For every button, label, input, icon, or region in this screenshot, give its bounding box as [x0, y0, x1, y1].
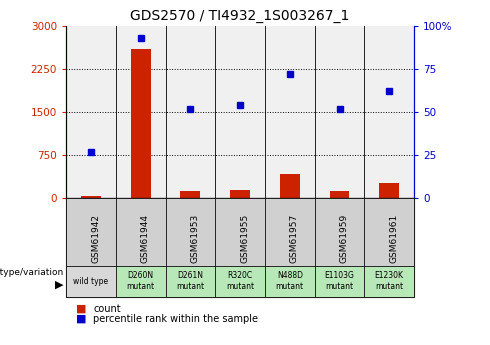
- Bar: [280, 174, 300, 198]
- Bar: [215, 26, 265, 198]
- Text: percentile rank within the sample: percentile rank within the sample: [93, 314, 258, 324]
- Text: E1230K
mutant: E1230K mutant: [375, 272, 404, 291]
- Text: ▶: ▶: [55, 280, 64, 289]
- Title: GDS2570 / TI4932_1S003267_1: GDS2570 / TI4932_1S003267_1: [130, 9, 350, 23]
- Bar: [379, 183, 399, 198]
- Text: GSM61942: GSM61942: [91, 214, 100, 263]
- Text: genotype/variation: genotype/variation: [0, 268, 64, 277]
- Text: GSM61961: GSM61961: [389, 214, 398, 263]
- Bar: [315, 26, 365, 198]
- Text: R320C
mutant: R320C mutant: [226, 272, 254, 291]
- Text: GSM61955: GSM61955: [240, 214, 249, 263]
- Text: wild type: wild type: [74, 277, 109, 286]
- Text: D260N
mutant: D260N mutant: [126, 272, 155, 291]
- Bar: [330, 191, 349, 198]
- Text: count: count: [93, 304, 121, 314]
- Text: ■: ■: [76, 314, 86, 324]
- Text: D261N
mutant: D261N mutant: [176, 272, 204, 291]
- Text: GSM61944: GSM61944: [141, 214, 150, 263]
- Bar: [116, 26, 166, 198]
- Bar: [230, 190, 250, 198]
- Bar: [365, 26, 414, 198]
- Text: GSM61957: GSM61957: [290, 214, 299, 263]
- Bar: [81, 196, 101, 198]
- Text: E1103G
mutant: E1103G mutant: [324, 272, 354, 291]
- Bar: [166, 26, 215, 198]
- Text: GSM61953: GSM61953: [191, 214, 199, 263]
- Text: GSM61959: GSM61959: [340, 214, 348, 263]
- Bar: [131, 49, 150, 198]
- Text: N488D
mutant: N488D mutant: [276, 272, 304, 291]
- Text: ■: ■: [76, 304, 86, 314]
- Bar: [180, 191, 200, 198]
- Bar: [265, 26, 315, 198]
- Bar: [66, 26, 116, 198]
